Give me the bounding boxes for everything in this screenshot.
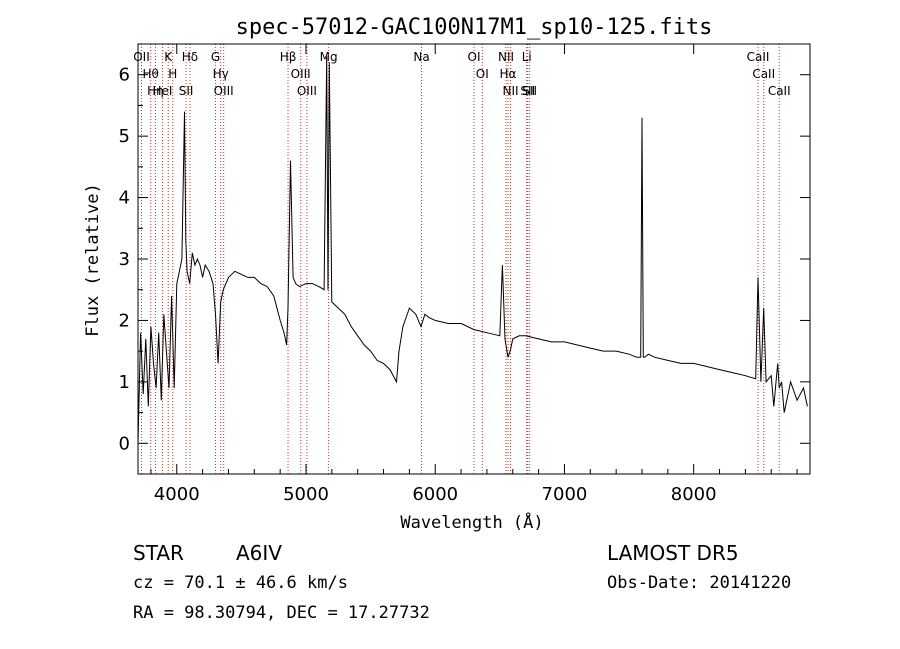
line-label: K <box>164 50 173 64</box>
line-label: CaII <box>747 50 770 64</box>
x-tick-label: 7000 <box>542 484 588 505</box>
line-label: OIII <box>291 67 311 81</box>
line-label: Mg <box>320 50 338 64</box>
line-label: Li <box>522 50 532 64</box>
object-subclass: A6IV <box>236 541 282 565</box>
y-axis-label: Flux (relative) <box>83 183 103 337</box>
line-label: OI <box>468 50 481 64</box>
x-tick-label: 8000 <box>671 484 717 505</box>
emission-line-markers <box>140 44 780 474</box>
y-tick-label: 6 <box>119 65 130 86</box>
x-axis-label: Wavelength (Å) <box>400 511 543 533</box>
line-label: CaII <box>752 67 775 81</box>
line-label: CaII <box>768 84 791 98</box>
line-label: OI <box>476 67 489 81</box>
line-label: Hγ <box>213 67 229 81</box>
x-tick-label: 4000 <box>154 484 200 505</box>
x-axis-ticks: 4000 5000 6000 7000 8000 <box>150 44 798 505</box>
line-label: NII <box>498 50 514 64</box>
x-tick-label: 5000 <box>283 484 329 505</box>
line-label: Hη <box>147 84 164 98</box>
line-label: Na <box>413 50 429 64</box>
obs-date: Obs-Date: 20141220 <box>607 573 792 593</box>
survey-name: LAMOST DR5 <box>607 541 739 565</box>
line-label: Hδ <box>182 50 198 64</box>
line-label: OIII <box>214 84 234 98</box>
line-label: Hβ <box>280 50 297 64</box>
line-label: G <box>211 50 220 64</box>
line-label: H <box>168 67 177 81</box>
line-label: SII <box>522 84 537 98</box>
object-class: STAR <box>133 541 184 565</box>
redshift-cz: cz = 70.1 ± 46.6 km/s <box>133 573 348 593</box>
line-label: SII <box>179 84 194 98</box>
line-label: OII <box>133 50 150 64</box>
line-label: NII <box>503 84 519 98</box>
line-label: HeI <box>152 84 172 98</box>
y-tick-label: 5 <box>119 126 130 147</box>
y-tick-label: 0 <box>119 433 130 454</box>
line-label: OIII <box>297 84 317 98</box>
chart-title: spec-57012-GAC100N17M1_sp10-125.fits <box>236 15 713 40</box>
y-axis-ticks: 0 1 2 3 4 5 6 <box>119 43 810 475</box>
y-tick-label: 2 <box>119 310 130 331</box>
x-tick-label: 6000 <box>412 484 458 505</box>
spectrum-line <box>137 56 808 444</box>
plot-frame <box>137 43 811 475</box>
line-label: Hα <box>500 67 517 81</box>
coordinates: RA = 98.30794, DEC = 17.27732 <box>133 603 430 623</box>
y-tick-label: 3 <box>119 249 130 270</box>
line-label: Hθ <box>142 67 158 81</box>
y-tick-label: 1 <box>119 372 130 393</box>
line-label: SII <box>520 84 535 98</box>
y-tick-label: 4 <box>119 188 130 209</box>
